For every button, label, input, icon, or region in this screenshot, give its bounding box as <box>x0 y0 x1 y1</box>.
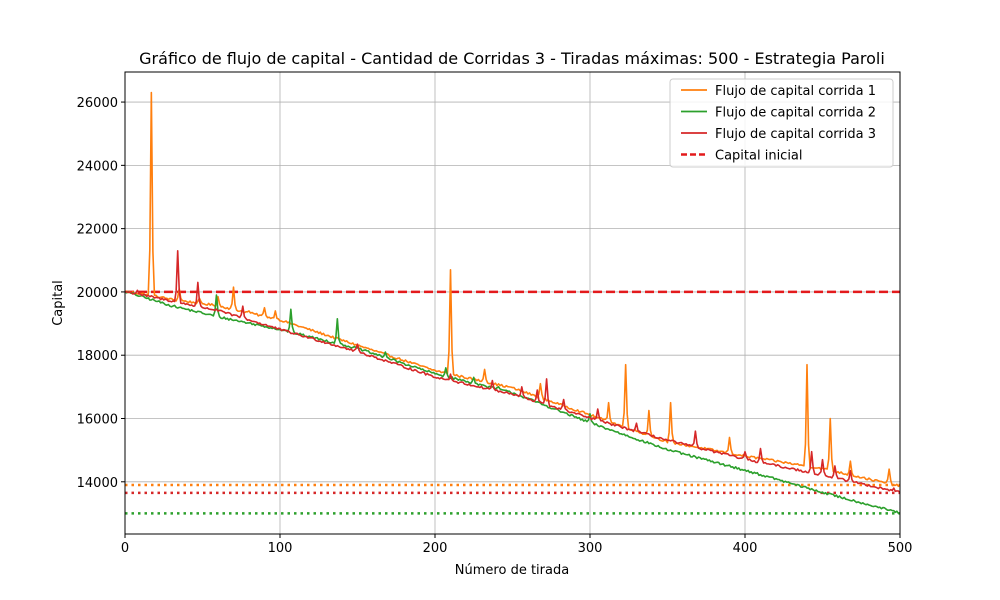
legend-label-1: Flujo de capital corrida 1 <box>715 84 876 99</box>
legend: Flujo de capital corrida 1 Flujo de capit… <box>669 78 894 168</box>
legend-label-2: Flujo de capital corrida 2 <box>715 106 876 121</box>
x-tick-label: 0 <box>121 541 129 556</box>
legend-label-4: Capital inicial <box>715 149 803 164</box>
x-axis-label: Número de tirada <box>455 563 569 578</box>
x-tick-label: 200 <box>423 541 448 556</box>
y-tick-label: 20000 <box>77 286 118 301</box>
chart-title: Gráfico de flujo de capital - Cantidad d… <box>139 49 885 68</box>
y-tick-label: 24000 <box>77 159 118 174</box>
y-tick-label: 26000 <box>77 96 118 111</box>
x-tick-label: 300 <box>578 541 603 556</box>
series-line-corrida-1 <box>124 91 901 488</box>
y-tick-label: 14000 <box>77 476 118 491</box>
y-tick-label: 16000 <box>77 413 118 428</box>
y-axis-ticks: 14000 16000 18000 20000 22000 24000 26000 <box>77 96 125 491</box>
final-value-lines <box>125 483 900 515</box>
y-tick-label: 22000 <box>77 223 118 238</box>
x-axis-ticks: 0 100 200 300 400 500 <box>121 534 913 556</box>
legend-items: Flujo de capital corrida 1 Flujo de capit… <box>681 84 876 164</box>
x-tick-label: 400 <box>733 541 758 556</box>
x-tick-label: 500 <box>888 541 913 556</box>
x-tick-label: 100 <box>268 541 293 556</box>
legend-box <box>669 78 894 168</box>
series-line-corrida-3 <box>124 249 901 494</box>
series-lines <box>124 91 901 515</box>
y-axis-label: Capital <box>51 280 66 326</box>
y-tick-label: 18000 <box>77 349 118 364</box>
plot-frame <box>124 71 901 535</box>
legend-label-3: Flujo de capital corrida 3 <box>715 127 876 142</box>
